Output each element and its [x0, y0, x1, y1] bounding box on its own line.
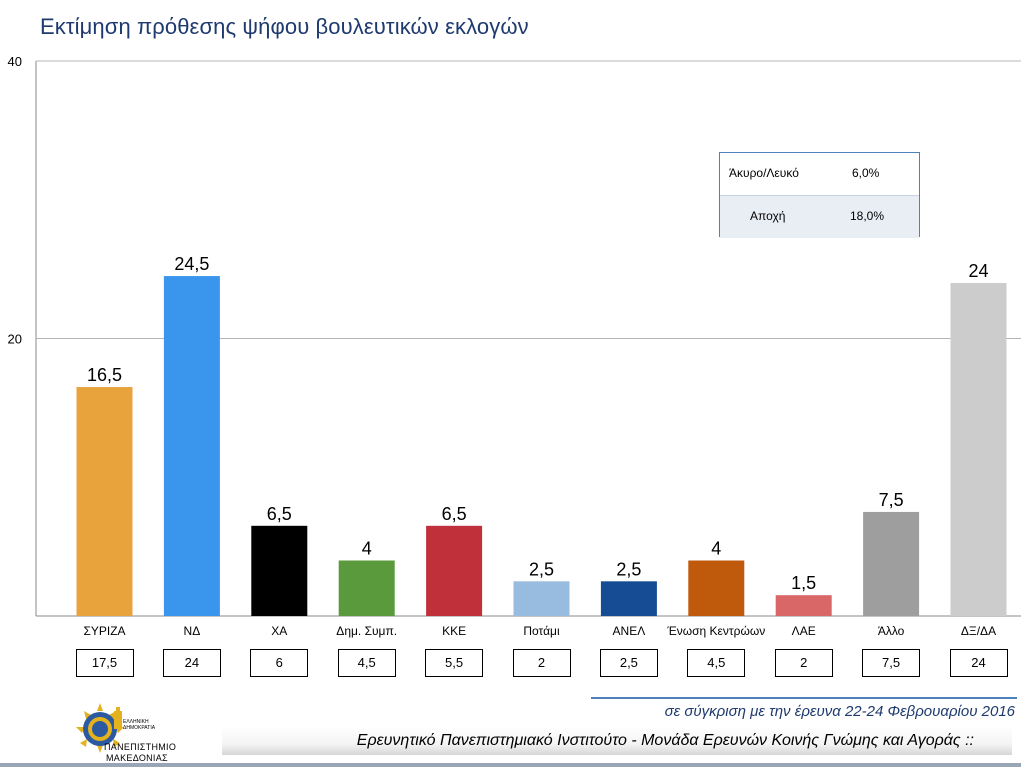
x-tick-label: ΔΞ/ΔΑ: [961, 624, 996, 638]
bottom-rule: [0, 763, 1021, 767]
bar: [163, 276, 220, 616]
comparison-divider: [591, 697, 1017, 699]
x-tick-label: Ένωση Κεντρώων: [666, 624, 765, 638]
x-tick-label: ΣΥΡΙΖΑ: [83, 624, 125, 638]
bar: [338, 560, 395, 616]
previous-value-box: 7,5: [862, 649, 921, 677]
previous-value-box: 5,5: [425, 649, 484, 677]
footer-band: [222, 727, 1012, 755]
bar: [251, 525, 308, 616]
data-label: 24: [968, 261, 988, 281]
bar-chart: 20 40 16,5 ΣΥΡΙΖΑ 24,5 ΝΔ 6,5 ΧΑ 4 Δημ. Συμπ. 6,5 Κ…: [8, 54, 1021, 638]
data-label: 24,5: [174, 254, 209, 274]
comparison-note: σε σύγκριση με την έρευνα 22-24 Φεβρουαρ…: [664, 703, 1015, 720]
y-tick-label: 20: [8, 332, 22, 347]
x-tick-label: Δημ. Συμπ.: [336, 624, 397, 638]
x-tick-label: ΚΚΕ: [442, 624, 466, 638]
previous-value-box: 2: [512, 649, 571, 677]
data-label: 7,5: [879, 490, 904, 510]
data-label: 1,5: [791, 573, 816, 593]
bar: [600, 581, 657, 616]
x-tick-label: Άλλο: [878, 624, 905, 638]
logo-small-text: ΔΗΜΟΚΡΑΤΙΑ: [123, 725, 156, 731]
previous-value-box: 24: [949, 649, 1008, 677]
x-tick-label: Ποτάμι: [523, 624, 560, 638]
previous-value-box: 4,5: [687, 649, 746, 677]
legend-value: 6,0%: [852, 166, 880, 180]
logo-name: ΜΑΚΕΔΟΝΙΑΣ: [106, 753, 168, 763]
chart-title: Εκτίμηση πρόθεσης ψήφου βουλευτικών εκλο…: [40, 14, 529, 39]
bar: [426, 525, 483, 616]
x-tick-label: ΝΔ: [184, 624, 201, 638]
logo-name: ΠΑΝΕΠΙΣΤΗΜΙΟ: [104, 742, 177, 752]
legend-row-invalid-blank: Άκυρο/Λευκό 6,0%: [720, 153, 919, 195]
bar: [950, 283, 1007, 616]
invalid-abstention-table: Άκυρο/Λευκό 6,0% Αποχή 18,0%: [719, 152, 920, 238]
bar: [863, 511, 920, 616]
footer-text: Ερευνητικό Πανεπιστημιακό Ινστιτούτο - Μ…: [356, 732, 974, 749]
data-label: 4: [362, 539, 372, 559]
data-label: 6,5: [267, 504, 292, 524]
data-label: 4: [711, 539, 721, 559]
legend-row-abstention: Αποχή 18,0%: [720, 195, 919, 238]
bar: [513, 581, 570, 616]
logo-small-text: ΕΛΛΗΝΙΚΗ: [123, 719, 149, 725]
previous-value-box: 6: [250, 649, 309, 677]
previous-value-box: 4,5: [337, 649, 396, 677]
bar: [688, 560, 745, 616]
bar: [76, 387, 133, 616]
data-label: 2,5: [529, 559, 554, 579]
previous-value-box: 17,5: [75, 649, 134, 677]
data-label: 2,5: [616, 559, 641, 579]
legend-label: Αποχή: [750, 209, 786, 223]
data-label: 6,5: [442, 504, 467, 524]
previous-value-box: 2: [774, 649, 833, 677]
data-label: 16,5: [87, 365, 122, 385]
previous-value-box: 24: [162, 649, 221, 677]
bar: [775, 595, 832, 616]
y-tick-label: 40: [8, 54, 22, 69]
x-tick-label: ΑΝΕΛ: [613, 624, 646, 638]
x-tick-label: ΛΑΕ: [792, 624, 816, 638]
legend-value: 18,0%: [850, 209, 885, 223]
x-tick-label: ΧΑ: [271, 624, 287, 638]
university-logo: [76, 703, 124, 753]
previous-value-box: 2,5: [599, 649, 658, 677]
legend-label: Άκυρο/Λευκό: [729, 166, 799, 180]
